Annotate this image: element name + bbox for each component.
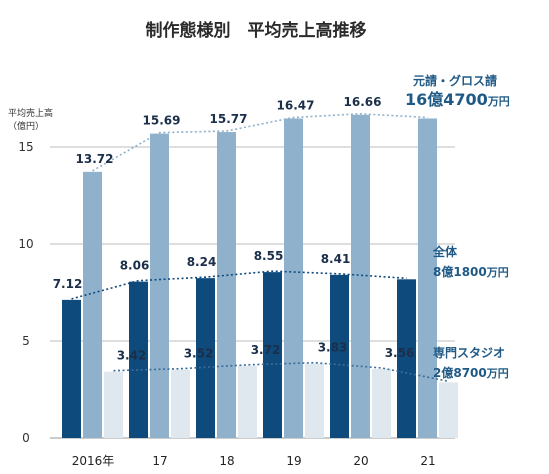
x-axis-ticks: 2016年 17 18 19 20 21 <box>72 454 436 468</box>
annotation-prime-name: 元請・グロス請 <box>413 73 497 88</box>
y-axis-ticks: 0 5 10 15 <box>18 140 33 445</box>
data-label-prime-4: 16.66 <box>344 95 382 109</box>
bar-all-3 <box>263 272 282 438</box>
bar-studio-5 <box>439 382 458 438</box>
svg-text:16億4700万円: 16億4700万円 <box>405 90 510 109</box>
y-tick-label-10: 10 <box>18 237 33 251</box>
data-label-all-2: 8.24 <box>187 255 217 269</box>
data-label-all-0: 7.12 <box>53 277 83 291</box>
bar-studio-2 <box>238 365 257 438</box>
data-label-all-1: 8.06 <box>120 259 150 273</box>
data-label-studio-2: 3.72 <box>251 343 281 357</box>
x-tick-label-1: 17 <box>152 454 167 468</box>
svg-text:8億1800万円: 8億1800万円 <box>433 264 509 279</box>
annotation-all: 全体 8億1800万円 <box>432 244 509 279</box>
data-label-prime-3: 16.47 <box>277 98 315 112</box>
chart-title: 制作態様別 平均売上高推移 <box>146 20 367 41</box>
bars <box>62 114 458 439</box>
annotation-all-unit: 万円 <box>486 266 509 279</box>
y-axis-label-unit: （億円） <box>8 120 44 132</box>
bar-studio-4 <box>372 368 391 438</box>
annotation-prime-value: 16億4700 <box>405 90 488 109</box>
bar-all-0 <box>62 299 81 438</box>
data-label-studio-0: 3.42 <box>117 349 147 363</box>
annotation-studio-unit: 万円 <box>486 367 509 380</box>
annotation-studio-value: 2億8700 <box>433 365 487 380</box>
data-label-all-3: 8.55 <box>254 249 284 263</box>
bar-prime-4 <box>351 114 370 439</box>
y-tick-label-0: 0 <box>22 431 30 445</box>
annotation-all-name: 全体 <box>432 244 458 259</box>
bar-studio-1 <box>171 369 190 438</box>
x-tick-label-2: 18 <box>219 454 234 468</box>
data-label-prime-0: 13.72 <box>76 152 114 166</box>
bar-all-1 <box>129 281 148 438</box>
x-tick-label-4: 20 <box>353 454 368 468</box>
y-tick-label-15: 15 <box>18 140 33 154</box>
x-tick-label-3: 19 <box>286 454 301 468</box>
data-label-all-4: 8.41 <box>321 252 351 266</box>
bar-prime-3 <box>284 118 303 439</box>
data-label-prime-1: 15.69 <box>143 114 181 128</box>
bar-prime-1 <box>150 133 169 438</box>
bar-prime-5 <box>418 118 437 439</box>
data-label-studio-4: 3.56 <box>385 346 415 360</box>
bar-all-5 <box>397 279 416 438</box>
bar-studio-3 <box>305 363 324 438</box>
data-labels: 7.12 8.06 8.24 8.55 8.41 13.72 15.69 15.77 16.47… <box>53 95 415 363</box>
x-tick-label-5: 21 <box>420 454 435 468</box>
bar-prime-2 <box>217 132 236 438</box>
bar-prime-0 <box>83 171 102 438</box>
annotation-all-value: 8億1800 <box>433 264 487 279</box>
y-tick-label-5: 5 <box>22 334 30 348</box>
trend-line-studio <box>113 361 449 383</box>
annotation-prime: 元請・グロス請 16億4700万円 <box>405 73 510 109</box>
bar-all-4 <box>330 274 349 438</box>
trend-lines <box>71 112 449 383</box>
data-label-studio-3: 3.83 <box>318 341 348 355</box>
bar-studio-0 <box>104 371 123 438</box>
svg-text:2億8700万円: 2億8700万円 <box>433 365 509 380</box>
trend-line-prime <box>92 112 428 172</box>
bar-all-2 <box>196 278 215 438</box>
data-label-prime-2: 15.77 <box>210 112 248 126</box>
annotation-studio: 専門スタジオ 2億8700万円 <box>433 345 509 380</box>
annotation-prime-unit: 万円 <box>487 95 510 108</box>
y-axis-label: 平均売上高 <box>8 107 53 119</box>
annotation-studio-name: 専門スタジオ <box>433 345 505 360</box>
data-label-studio-1: 3.52 <box>184 347 214 361</box>
x-tick-label-0: 2016年 <box>72 454 115 468</box>
